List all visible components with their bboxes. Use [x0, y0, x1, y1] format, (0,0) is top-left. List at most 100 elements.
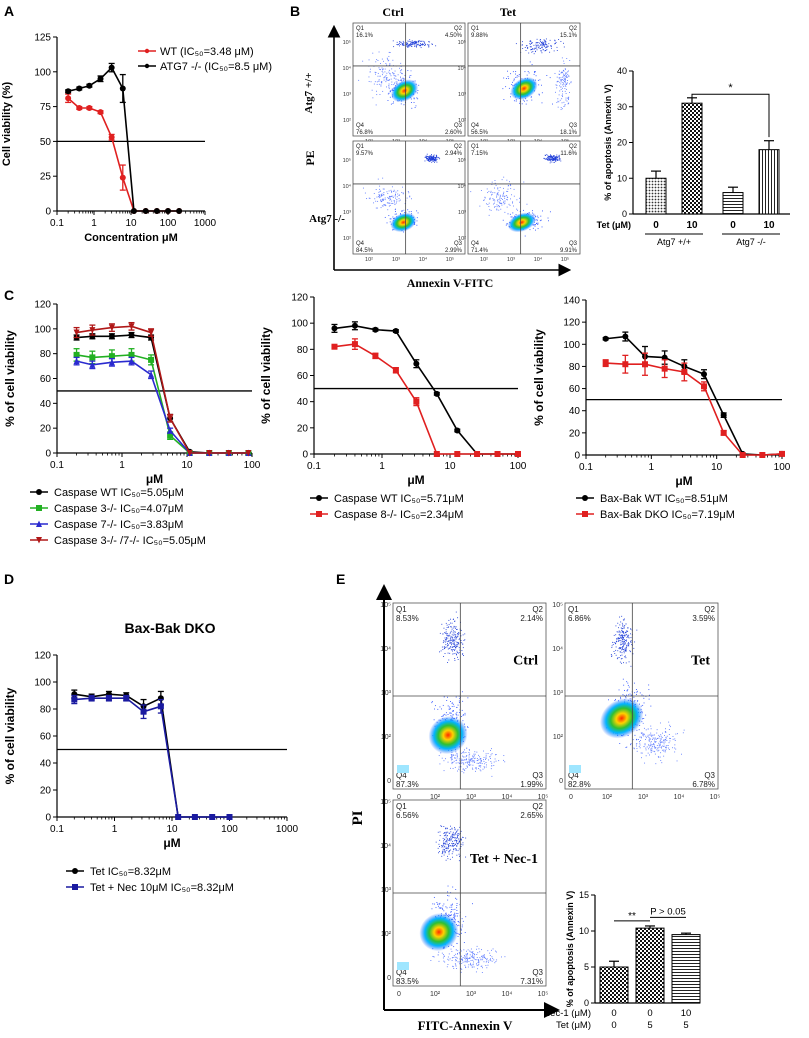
legend-a-atg7: ATG7 -/- (IC₅₀=8.5 μM)	[160, 61, 272, 73]
flow-dot	[474, 762, 476, 763]
flow-dot	[435, 907, 437, 909]
flow-dot	[658, 749, 660, 751]
flow-dot	[661, 737, 663, 738]
flow-dot	[457, 659, 459, 660]
flow-dot	[466, 755, 468, 756]
flow-dot	[380, 81, 382, 83]
flow-dot	[619, 661, 621, 663]
flow-dot	[623, 662, 624, 664]
flow-dot	[621, 649, 623, 651]
flow-dot	[553, 156, 555, 158]
flow-dot	[491, 765, 493, 767]
flow-dot	[490, 209, 492, 211]
flow-dot	[540, 50, 542, 52]
flow-dot	[445, 836, 447, 838]
x-axis-label: μM	[675, 474, 692, 488]
flow-dot	[459, 958, 461, 960]
flow-dot	[449, 639, 451, 641]
flow-dot	[553, 158, 555, 160]
flow-dot	[451, 960, 453, 962]
flow-dot	[456, 903, 458, 904]
flow-dot	[457, 952, 458, 954]
flow-dot	[380, 195, 382, 197]
flow-dot	[455, 636, 457, 638]
flow-dot	[442, 957, 444, 959]
flow-dot	[446, 835, 448, 837]
data-point	[494, 451, 501, 457]
flow-dot	[548, 220, 549, 222]
flow-dot	[451, 644, 452, 646]
flow-dot	[401, 44, 403, 46]
flow-dot	[467, 764, 469, 766]
flow-dot	[469, 749, 470, 751]
flow-dot	[416, 224, 418, 226]
flow-dot	[455, 832, 457, 834]
flow-dot	[560, 83, 562, 85]
flow-dot	[473, 966, 475, 968]
flow-dot	[435, 154, 437, 156]
flow-dot	[555, 84, 557, 86]
flow-dot	[453, 760, 455, 762]
flow-dot	[493, 765, 495, 766]
flow-dot	[454, 914, 456, 916]
flow-dot	[450, 831, 452, 833]
flow-dot	[617, 631, 619, 633]
flow-dot	[463, 769, 465, 771]
flow-dot	[452, 646, 453, 648]
y-tick-label: 60	[40, 732, 52, 743]
flow-dot	[442, 907, 443, 909]
flow-dot	[383, 77, 385, 78]
flow-dot	[454, 620, 456, 622]
flow-dot	[624, 643, 625, 645]
flow-dot	[650, 752, 652, 754]
flow-dot	[485, 758, 486, 760]
flow-dot	[510, 184, 512, 186]
flow-dot	[488, 214, 490, 216]
y-tick-label: 120	[291, 293, 308, 304]
flow-dot	[411, 42, 413, 44]
flow-dot	[464, 932, 466, 934]
flow-dot	[395, 208, 396, 210]
flow-dot	[524, 71, 526, 73]
flow-dot	[442, 642, 444, 644]
flow-dot	[649, 738, 651, 740]
flow-dot	[432, 156, 434, 158]
flow-dot	[446, 966, 448, 968]
flow-dot	[459, 856, 461, 857]
flow-y-tick-label: 10³	[343, 92, 351, 98]
flow-dot	[447, 633, 449, 635]
flow-dot	[544, 47, 546, 49]
quadrant-q2-value: 2.65%	[520, 811, 543, 820]
flow-dot	[433, 156, 435, 158]
flow-dot	[398, 43, 400, 44]
y-tick-label: 25	[40, 172, 52, 183]
legend-swatch-marker	[36, 537, 42, 544]
quadrant-q3-label: Q3	[704, 771, 715, 780]
flow-dot	[448, 659, 450, 661]
data-point	[433, 451, 440, 457]
quadrant-q3-value: 6.78%	[692, 780, 715, 789]
flow-dot	[651, 750, 653, 752]
flow-dot	[469, 762, 471, 764]
flow-dot	[385, 78, 387, 80]
y-tick-label: 20	[40, 786, 52, 797]
flow-dot	[450, 618, 452, 620]
flow-dot	[477, 968, 479, 970]
flow-dot	[615, 649, 617, 651]
flow-dot	[454, 963, 456, 965]
flow-dot	[472, 966, 474, 968]
flow-dot	[430, 159, 432, 161]
flow-x-tick-label: 0	[569, 794, 573, 801]
flow-dot	[457, 652, 459, 654]
legend-swatch-marker	[36, 505, 42, 511]
flow-dot	[443, 839, 445, 841]
flow-dot	[396, 81, 398, 83]
bar	[599, 966, 629, 1004]
y-axis-label: Cell viability (%)	[1, 81, 13, 166]
y-tick-label: 15	[579, 890, 589, 900]
flow-dot	[560, 160, 562, 162]
flow-dot	[615, 625, 617, 627]
legend-swatch-marker	[316, 495, 322, 501]
legend-label: Caspase WT IC₅₀=5.71μM	[334, 493, 464, 505]
flow-dot	[546, 157, 548, 159]
